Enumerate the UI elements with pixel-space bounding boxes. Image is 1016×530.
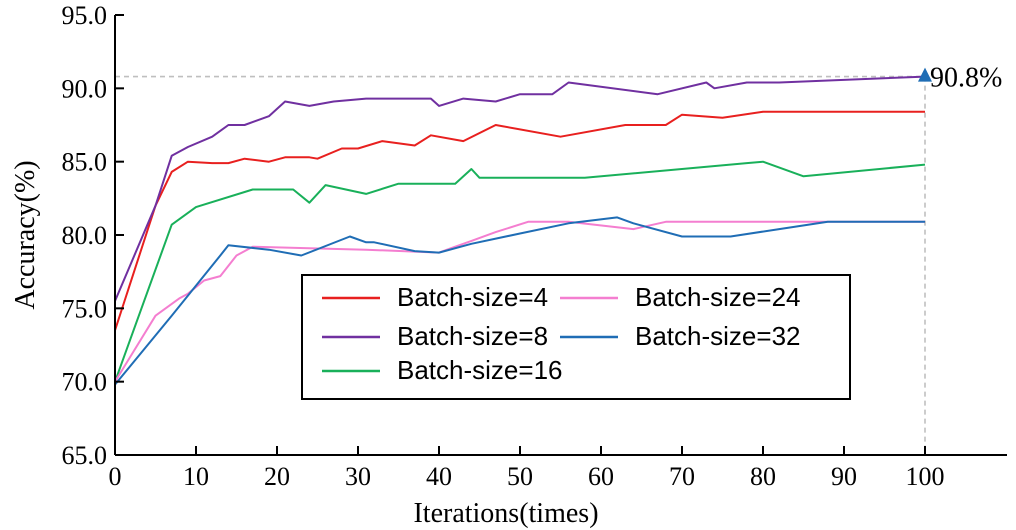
x-tick-label: 30 (345, 462, 371, 491)
y-tick-label: 95.0 (62, 1, 108, 30)
x-tick-label: 10 (183, 462, 209, 491)
y-tick-label: 85.0 (62, 148, 108, 177)
x-tick-label: 80 (750, 462, 776, 491)
legend-entry-label: Batch-size=4 (397, 282, 548, 312)
y-tick-label: 90.0 (62, 74, 108, 103)
x-tick-label: 60 (588, 462, 614, 491)
y-tick-label: 75.0 (62, 294, 108, 323)
y-tick-label: 80.0 (62, 221, 108, 250)
x-tick-label: 20 (264, 462, 290, 491)
x-tick-label: 70 (669, 462, 695, 491)
legend-entry-label: Batch-size=32 (635, 321, 800, 351)
x-axis-title: Iterations(times) (413, 498, 598, 529)
series-line-batch-size-4 (114, 110, 925, 331)
legend-entry-label: Batch-size=24 (635, 282, 800, 312)
ticks-layer: 65.0 70.0 75.0 80.0 85.0 90.0 95.0 0 10 20 30 40 50 6… (62, 1, 945, 491)
y-tick-label: 70.0 (62, 368, 108, 397)
x-tick-label: 40 (426, 462, 452, 491)
series-line-batch-size-16 (114, 160, 926, 383)
series-line-batch-size-32 (114, 216, 925, 386)
x-tick-label: 90 (831, 462, 857, 491)
legend-entry-label: Batch-size=8 (397, 321, 548, 351)
series-line-batch-size-8 (114, 75, 926, 302)
y-tick-label: 65.0 (62, 441, 108, 470)
annotation-layer: 90.8% (918, 63, 1002, 94)
annotation-label: 90.8% (930, 63, 1002, 94)
legend-entry-label: Batch-size=16 (397, 355, 562, 385)
guide-lines-layer (115, 75, 926, 455)
x-tick-label: 50 (507, 462, 533, 491)
y-axis-title: Accuracy(%) (10, 160, 41, 309)
x-tick-label: 0 (109, 462, 122, 491)
x-tick-label: 100 (906, 462, 945, 491)
series-line-batch-size-24 (114, 220, 925, 383)
series-layer (114, 75, 926, 386)
annotation-triangle-marker (918, 67, 932, 82)
legend: Batch-size=4 Batch-size=8 Batch-size=16 Bat… (301, 274, 851, 400)
